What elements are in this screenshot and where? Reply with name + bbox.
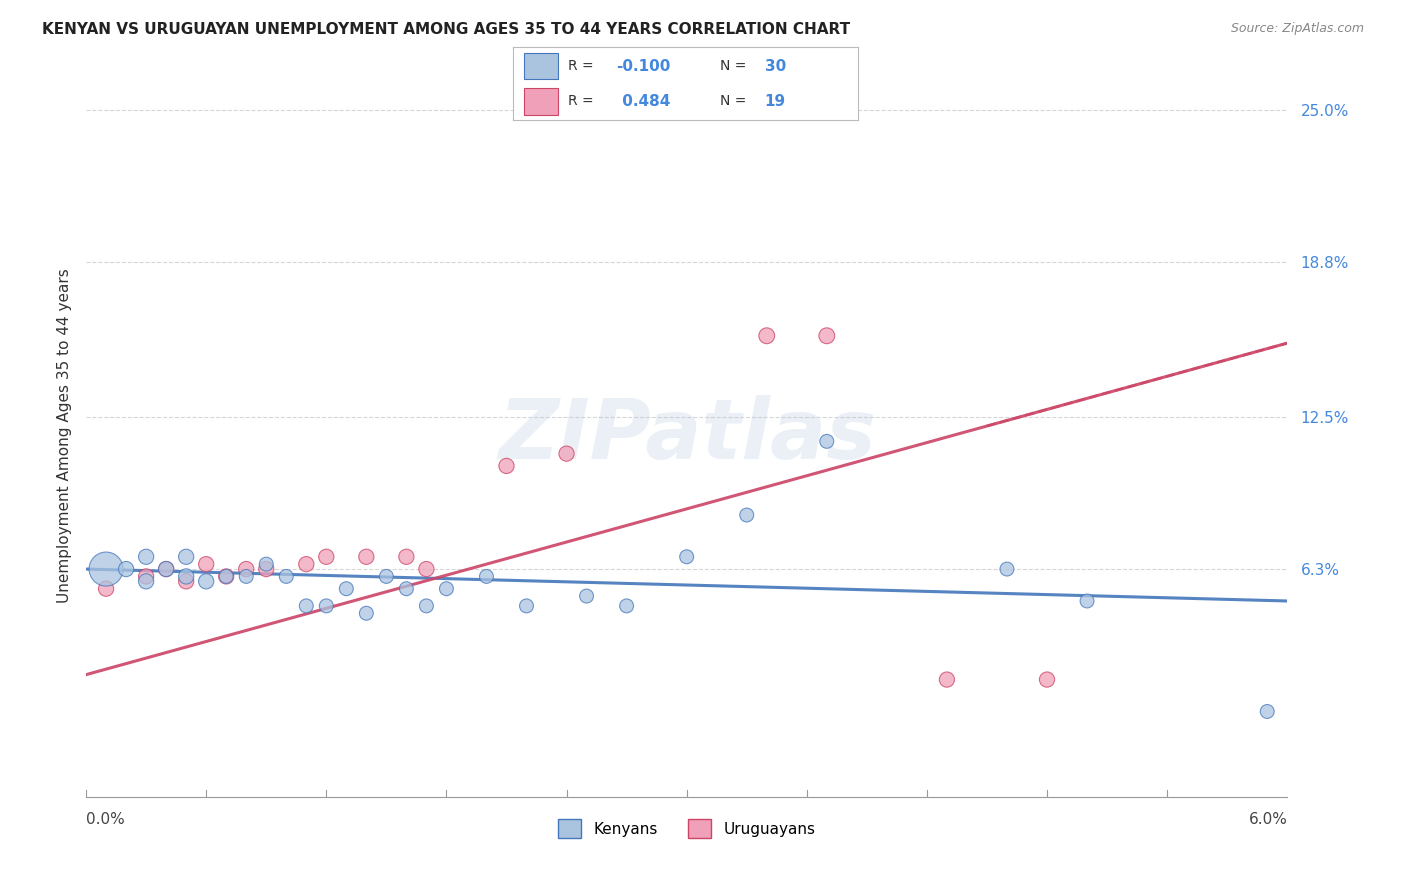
Point: [356, 607, 378, 621]
Point: [195, 574, 218, 589]
Point: [135, 569, 157, 583]
Point: [135, 574, 157, 589]
Point: [515, 599, 537, 613]
Point: [315, 599, 337, 613]
Text: -0.100: -0.100: [616, 59, 671, 74]
Bar: [523, 54, 558, 79]
Point: [436, 582, 458, 596]
Point: [195, 557, 218, 571]
Point: [675, 549, 697, 564]
Point: [616, 599, 638, 613]
Point: [395, 582, 418, 596]
Point: [815, 434, 838, 449]
Point: [575, 589, 598, 603]
Point: [415, 599, 437, 613]
Point: [155, 562, 177, 576]
Point: [335, 582, 357, 596]
Point: [935, 673, 957, 687]
Point: [135, 549, 157, 564]
Point: [495, 458, 517, 473]
Point: [94, 562, 117, 576]
Text: Source: ZipAtlas.com: Source: ZipAtlas.com: [1230, 22, 1364, 36]
Point: [235, 562, 257, 576]
Point: [215, 569, 238, 583]
Bar: [523, 88, 558, 114]
Point: [174, 574, 197, 589]
Point: [155, 562, 177, 576]
Point: [356, 549, 378, 564]
Point: [1036, 673, 1059, 687]
Point: [555, 447, 578, 461]
Point: [415, 562, 437, 576]
Text: 0.484: 0.484: [616, 94, 669, 109]
Legend: Kenyans, Uruguayans: Kenyans, Uruguayans: [553, 814, 821, 844]
Point: [295, 557, 318, 571]
Point: [475, 569, 498, 583]
Point: [1256, 705, 1278, 719]
Text: 19: 19: [765, 94, 786, 109]
Point: [395, 549, 418, 564]
Point: [375, 569, 398, 583]
Text: KENYAN VS URUGUAYAN UNEMPLOYMENT AMONG AGES 35 TO 44 YEARS CORRELATION CHART: KENYAN VS URUGUAYAN UNEMPLOYMENT AMONG A…: [42, 22, 851, 37]
Point: [115, 562, 138, 576]
Point: [254, 562, 277, 576]
Point: [276, 569, 298, 583]
Point: [315, 549, 337, 564]
Point: [755, 328, 778, 343]
Point: [295, 599, 318, 613]
Point: [995, 562, 1018, 576]
Text: R =: R =: [568, 59, 593, 73]
Point: [1076, 594, 1098, 608]
Text: 0.0%: 0.0%: [86, 813, 125, 827]
Point: [815, 328, 838, 343]
Point: [174, 549, 197, 564]
Point: [174, 569, 197, 583]
Point: [94, 582, 117, 596]
Text: 30: 30: [765, 59, 786, 74]
Text: ZIPatlas: ZIPatlas: [498, 395, 876, 475]
Point: [254, 557, 277, 571]
Text: N =: N =: [720, 59, 747, 73]
Y-axis label: Unemployment Among Ages 35 to 44 years: Unemployment Among Ages 35 to 44 years: [58, 268, 72, 603]
Text: N =: N =: [720, 95, 747, 109]
Point: [215, 569, 238, 583]
Text: R =: R =: [568, 95, 593, 109]
Text: 6.0%: 6.0%: [1249, 813, 1288, 827]
Point: [235, 569, 257, 583]
Point: [735, 508, 758, 522]
